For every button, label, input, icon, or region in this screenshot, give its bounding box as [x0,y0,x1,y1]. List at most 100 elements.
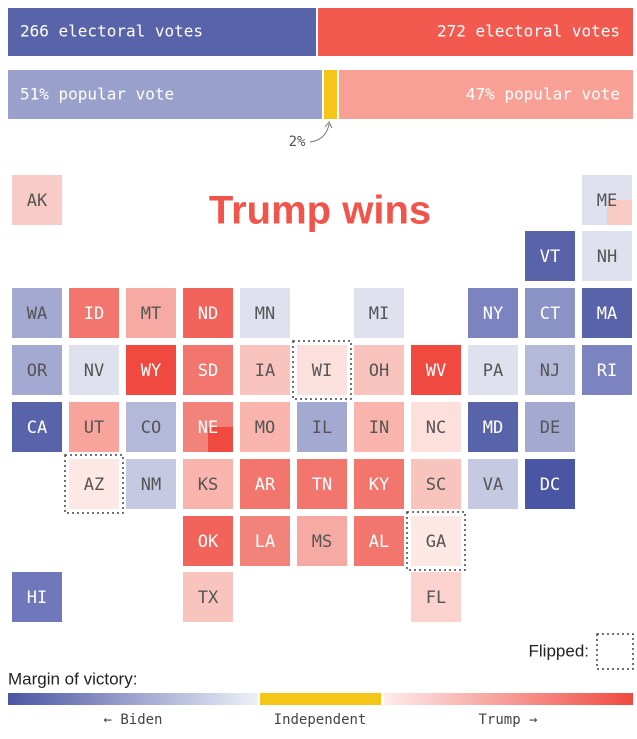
state-tile [240,459,290,509]
state-label: OK [198,532,219,552]
state-split [208,427,233,452]
state-tile [582,345,632,395]
state-label: OH [369,361,389,381]
state-tile [12,175,62,225]
legend-biden-scale [8,693,258,705]
state-tile [69,345,119,395]
state-tile [525,288,575,338]
state-tile [183,288,233,338]
state-tile [354,516,404,566]
state-label: PA [483,361,503,381]
state-tile [525,402,575,452]
state-tile [69,459,119,509]
popular-bar-right [339,70,633,119]
state-label: WI [312,361,332,381]
legend-title: Margin of victory: [8,669,137,688]
state-label: NC [426,418,446,438]
electoral-right-label: 272 electoral votes [437,22,620,41]
state-tile [12,288,62,338]
state-label: FL [426,588,446,608]
annotation-arrowhead [324,121,333,129]
state-tile [354,459,404,509]
state-tile [69,288,119,338]
electoral-left-label: 266 electoral votes [20,22,203,41]
flipped-outline [64,454,124,514]
state-label: LA [255,532,275,552]
state-tile [126,459,176,509]
state-label: ND [198,304,218,324]
state-label: IA [255,361,275,381]
state-label: MN [255,304,275,324]
state-tile [582,231,632,281]
legend-flipped-label: Flipped: [529,641,589,660]
state-tile [354,345,404,395]
state-label: MI [369,304,389,324]
flipped-outline [406,511,466,571]
state-label: RI [597,361,617,381]
tile-map: AK ME VT NH WA ID MT ND MN MI NY CT MA OR NV WY SD IA WI OH… [12,175,632,622]
state-label: SC [426,475,446,495]
state-label: HI [27,588,47,608]
state-tile [12,402,62,452]
state-tile [297,516,347,566]
state-tile [525,459,575,509]
state-label: IL [312,418,332,438]
state-tile [525,231,575,281]
legend-independent-label: Independent [274,712,367,728]
electoral-bar-right [318,8,633,56]
state-tile [297,402,347,452]
state-tile [183,459,233,509]
state-label: AR [255,475,276,495]
state-label: VT [540,247,560,267]
state-label: AZ [84,475,104,495]
popular-bar-left [8,70,322,119]
legend-biden-label: ← Biden [103,712,162,728]
state-label: DC [540,475,560,495]
state-label: CA [27,418,47,438]
state-tile [126,402,176,452]
state-tile [411,516,461,566]
state-label: NJ [540,361,560,381]
state-tile [12,345,62,395]
popular-bar-middle [324,70,337,119]
state-split [607,200,632,225]
state-label: GA [426,532,446,552]
legend-trump-scale [384,693,633,705]
state-label: KY [369,475,389,495]
state-label: AK [27,191,48,211]
state-tile [354,402,404,452]
state-label: MA [597,304,617,324]
state-tile [297,345,347,395]
state-label: WV [426,361,446,381]
annotation-arrow [309,123,330,143]
state-tile [183,572,233,622]
popular-left-label: 51% popular vote [20,85,174,104]
state-tile [468,402,518,452]
state-tile [468,288,518,338]
state-tile [354,288,404,338]
state-tile [240,516,290,566]
flipped-outline [292,340,352,400]
state-tile [183,345,233,395]
state-tile [240,345,290,395]
state-label: NE [198,418,218,438]
title: Trump wins [209,189,431,233]
state-label: ME [597,191,617,211]
state-label: DE [540,418,560,438]
state-tile [411,345,461,395]
state-label: UT [84,418,104,438]
state-label: MD [483,418,503,438]
state-tile [12,572,62,622]
state-label: NH [597,247,617,267]
state-label: NV [84,361,104,381]
state-label: NY [483,304,503,324]
state-label: ID [84,304,104,324]
legend-independent-scale [260,693,381,705]
state-label: OR [27,361,48,381]
legend-trump-label: Trump → [478,712,537,728]
state-label: WA [27,304,47,324]
state-tile [69,402,119,452]
state-label: MS [312,532,332,552]
state-tile [240,402,290,452]
